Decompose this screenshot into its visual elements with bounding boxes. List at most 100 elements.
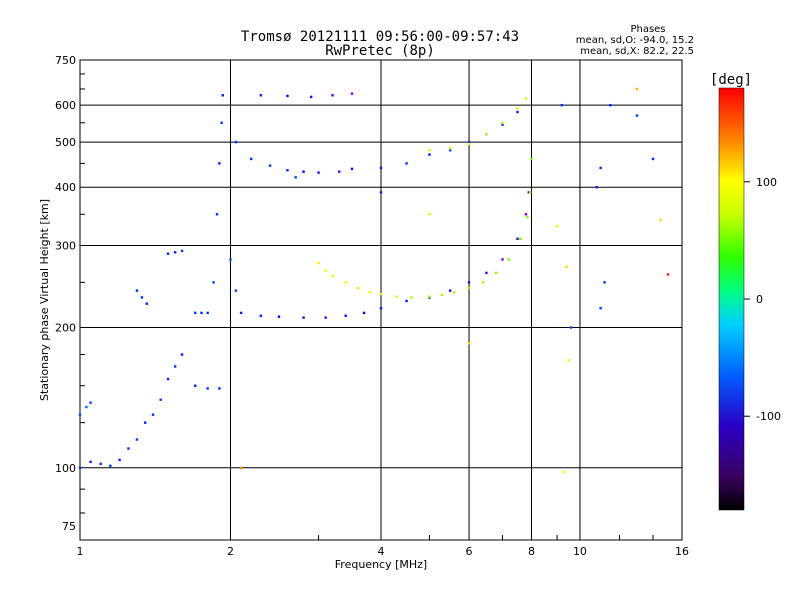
data-point (485, 271, 488, 275)
data-point (89, 401, 92, 404)
data-point (666, 273, 670, 276)
data-point (309, 95, 313, 99)
stats-heading: Phases (630, 24, 665, 35)
data-point (507, 258, 510, 261)
data-point (599, 307, 602, 310)
data-point (395, 295, 398, 298)
data-point (118, 458, 121, 462)
colorbar-tick-label: 100 (756, 176, 777, 189)
data-point (481, 281, 485, 284)
data-point (526, 215, 529, 219)
data-point (599, 166, 602, 170)
data-point (166, 377, 170, 381)
data-point (356, 286, 360, 290)
data-point (109, 464, 112, 467)
data-point (173, 365, 177, 368)
data-point (215, 213, 219, 216)
data-point (448, 149, 452, 152)
data-point (555, 224, 559, 228)
y-tick-label: 75 (62, 520, 76, 533)
data-point (140, 296, 144, 299)
x-tick-label: 1 (77, 545, 84, 558)
data-point (350, 167, 354, 171)
data-point (302, 170, 305, 173)
data-point (166, 252, 170, 255)
data-point (200, 311, 203, 315)
data-point (286, 169, 289, 172)
data-point (603, 281, 606, 284)
data-point (495, 271, 498, 275)
data-point (501, 121, 504, 124)
data-point (565, 265, 568, 268)
x-tick-label: 16 (675, 545, 689, 558)
data-point (259, 94, 263, 97)
data-point (651, 157, 655, 161)
tick-layer: 1 2 4 6 8 10 16 75 100 200 300 400 500 600 750 (55, 54, 689, 558)
colorbar (718, 87, 745, 511)
data-point (180, 249, 184, 253)
data-point (218, 162, 221, 165)
data-point (452, 291, 456, 294)
data-point (485, 132, 488, 136)
data-point (331, 274, 334, 278)
data-point (317, 171, 320, 174)
colorbar-label: [deg] (710, 72, 752, 88)
data-point (467, 286, 471, 290)
data-point (350, 92, 354, 95)
data-point (218, 387, 221, 390)
data-point (268, 164, 272, 167)
y-tick-label: 100 (55, 462, 76, 475)
data-point (344, 281, 347, 284)
data-point (286, 94, 289, 98)
data-point (635, 114, 639, 117)
data-point (180, 353, 184, 356)
data-point (159, 398, 162, 401)
data-point (440, 293, 444, 297)
data-point (302, 316, 305, 319)
stats-line-o: mean, sd,O: -94.0, 15.2 (576, 35, 694, 46)
data-point (524, 97, 528, 100)
y-tick-label: 200 (55, 322, 76, 335)
data-point (78, 413, 82, 416)
data-point (212, 281, 215, 284)
data-point (324, 269, 327, 272)
y-tick-label: 400 (55, 181, 76, 194)
y-tick-label: 600 (55, 99, 76, 112)
data-point (516, 107, 519, 110)
data-point (379, 307, 383, 310)
data-point (221, 94, 224, 97)
data-point (448, 289, 452, 292)
data-point (220, 121, 223, 124)
data-point (99, 462, 102, 466)
data-point (516, 110, 519, 114)
data-point (405, 299, 408, 303)
data-point (317, 261, 320, 265)
data-point (516, 237, 519, 241)
x-tick-label: 10 (573, 545, 587, 558)
data-point (560, 103, 564, 107)
data-point (519, 237, 522, 241)
data-point (89, 460, 92, 464)
data-point (259, 314, 263, 317)
chart-title: Tromsø 20121111 09:56:00-09:57:43 (241, 29, 519, 45)
data-point (467, 342, 471, 345)
colorbar-tick-label: -100 (756, 410, 781, 423)
data-point (368, 291, 372, 294)
data-point (194, 311, 197, 315)
data-point (234, 289, 238, 292)
data-point (338, 170, 341, 173)
data-point (277, 315, 281, 318)
data-point (229, 258, 232, 261)
data-point (428, 295, 431, 298)
data-point (135, 289, 139, 292)
data-point (239, 311, 243, 315)
y-tick-label: 750 (55, 54, 76, 67)
x-tick-label: 6 (466, 545, 473, 558)
data-point (173, 251, 177, 254)
data-point (234, 140, 238, 144)
y-axis-label: Stationary phase Virtual Height [km] (38, 199, 51, 401)
data-point (379, 166, 383, 170)
data-point (448, 147, 452, 150)
data-point (362, 311, 366, 315)
